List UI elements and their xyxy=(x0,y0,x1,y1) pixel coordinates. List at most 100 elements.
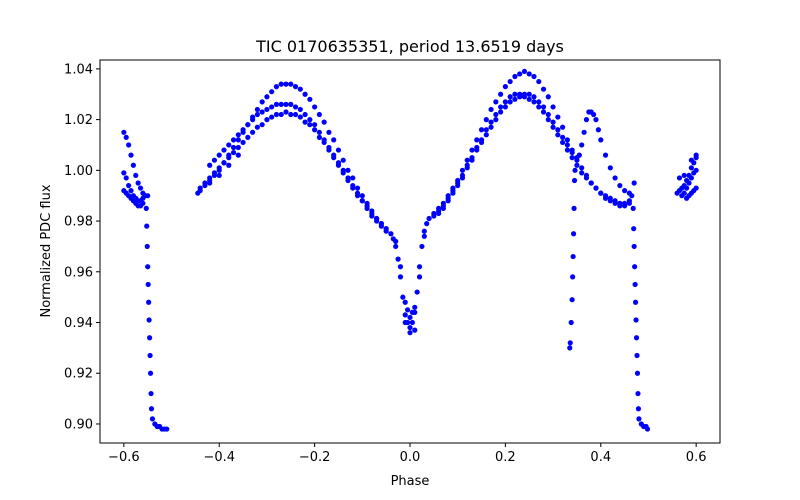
data-point xyxy=(383,228,389,234)
data-point xyxy=(269,114,275,120)
data-point xyxy=(283,81,289,87)
data-point xyxy=(521,94,528,100)
data-point xyxy=(464,165,470,171)
data-point xyxy=(644,426,651,432)
data-point xyxy=(693,155,699,161)
data-point xyxy=(570,231,577,237)
data-point xyxy=(312,122,318,128)
data-point xyxy=(498,109,504,115)
data-point xyxy=(340,157,346,163)
data-point xyxy=(128,152,134,158)
data-point xyxy=(409,309,415,315)
y-tick-label: 0.92 xyxy=(64,367,93,382)
data-point xyxy=(128,188,134,194)
data-point xyxy=(235,144,241,151)
data-point xyxy=(312,127,318,133)
data-point xyxy=(570,253,576,260)
data-point xyxy=(517,71,523,77)
data-point xyxy=(226,155,232,161)
data-point xyxy=(560,134,566,140)
data-point xyxy=(395,256,401,262)
data-point xyxy=(245,122,251,128)
data-point xyxy=(424,221,430,227)
data-point xyxy=(388,231,394,237)
y-tick-label: 0.94 xyxy=(64,316,93,331)
data-point xyxy=(226,142,232,148)
data-point xyxy=(622,200,628,206)
data-point xyxy=(488,124,494,130)
data-point xyxy=(123,175,129,181)
data-point xyxy=(579,170,585,176)
data-point xyxy=(316,111,322,118)
data-point xyxy=(488,119,494,125)
data-point xyxy=(340,170,346,176)
data-point xyxy=(459,167,466,173)
data-point xyxy=(571,205,577,211)
data-point xyxy=(402,299,408,305)
data-point xyxy=(593,185,599,191)
data-point xyxy=(488,106,494,113)
data-point xyxy=(402,319,408,326)
y-tick-label: 1.02 xyxy=(64,113,93,128)
data-point xyxy=(400,294,406,300)
data-point xyxy=(567,340,573,346)
data-point xyxy=(240,139,246,146)
data-point xyxy=(345,177,351,184)
data-point xyxy=(536,99,542,105)
data-point xyxy=(483,117,489,123)
x-tick-label: 0.4 xyxy=(590,450,611,465)
data-point xyxy=(560,124,566,130)
data-point xyxy=(545,117,551,123)
data-point xyxy=(345,167,351,173)
data-point xyxy=(681,190,687,196)
x-tick-label: −0.2 xyxy=(299,450,331,465)
data-point xyxy=(250,129,256,135)
data-point xyxy=(269,89,275,95)
data-point xyxy=(591,111,597,118)
data-point xyxy=(631,180,637,186)
data-point xyxy=(426,215,432,222)
y-tick-label: 0.96 xyxy=(64,265,93,280)
data-point xyxy=(211,170,218,176)
data-point xyxy=(512,73,518,80)
data-point xyxy=(474,147,480,153)
data-point xyxy=(681,172,687,179)
data-point xyxy=(235,152,241,158)
data-point xyxy=(555,114,561,120)
data-point xyxy=(693,167,699,173)
data-point xyxy=(598,137,604,143)
data-point xyxy=(216,152,222,158)
data-point xyxy=(354,193,361,199)
data-point xyxy=(297,86,303,92)
data-point xyxy=(498,91,504,97)
data-point xyxy=(146,317,152,323)
data-point xyxy=(254,106,260,113)
data-point xyxy=(564,142,570,148)
data-point xyxy=(397,264,404,270)
data-point xyxy=(144,223,150,229)
data-point xyxy=(540,109,547,115)
x-tick-label: 0.0 xyxy=(400,450,421,465)
data-point xyxy=(450,190,456,196)
data-point xyxy=(498,104,504,110)
data-point xyxy=(574,162,580,168)
data-point xyxy=(133,172,139,179)
data-point xyxy=(259,122,265,128)
data-point xyxy=(146,299,152,305)
data-point xyxy=(278,81,284,87)
data-point xyxy=(221,147,227,153)
data-point xyxy=(693,185,699,191)
data-point xyxy=(581,129,587,135)
data-point xyxy=(412,304,418,310)
data-point xyxy=(164,426,170,432)
data-point xyxy=(416,274,423,280)
data-point xyxy=(478,127,485,133)
data-point xyxy=(502,104,508,110)
data-point xyxy=(335,162,342,168)
data-point xyxy=(531,94,537,100)
data-point xyxy=(259,109,265,115)
data-point xyxy=(469,157,475,163)
data-point xyxy=(636,416,642,422)
